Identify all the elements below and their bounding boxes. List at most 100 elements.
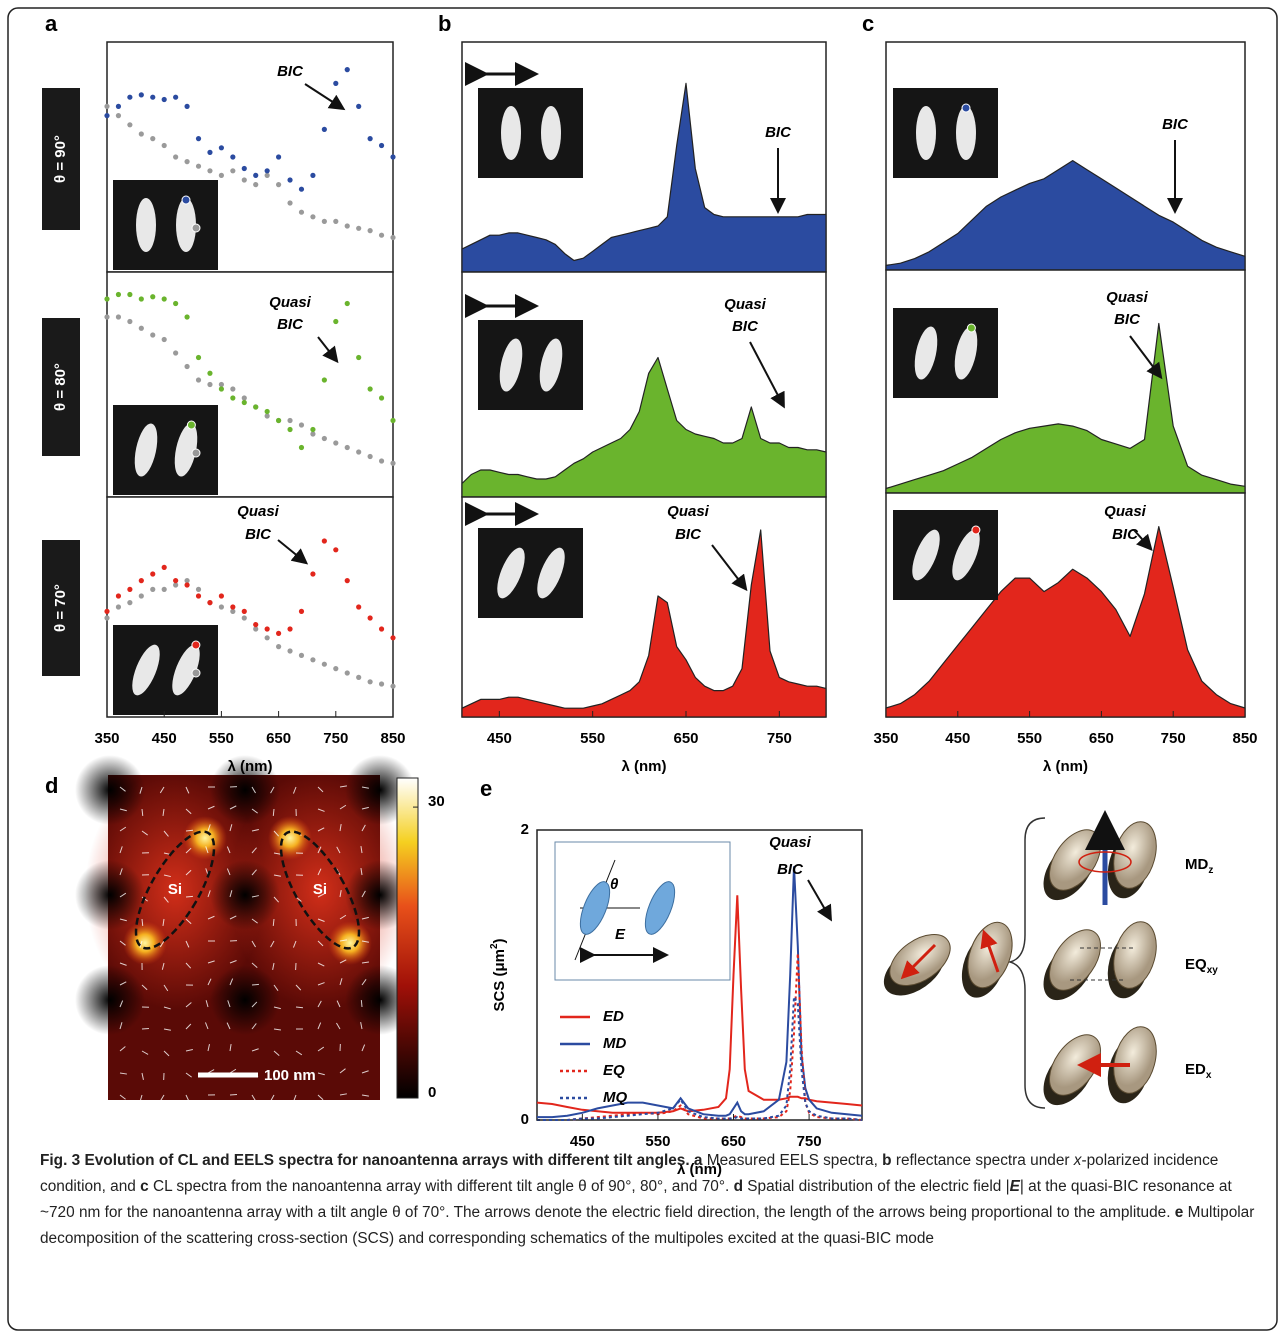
data-point [298,444,305,451]
panel-letter: c [862,11,874,36]
field-arrow [119,940,126,946]
field-arrow [119,918,127,922]
x-tick-label: 650 [673,730,698,747]
data-point [253,626,259,632]
data-point [321,661,327,667]
data-point [356,449,362,455]
data-point [150,136,156,142]
probe-dot [186,420,196,430]
data-point [138,593,144,599]
data-point [378,626,385,632]
data-point [195,593,202,599]
data-point [321,538,327,544]
field-arrow [185,1002,192,1008]
area [461,356,827,498]
pellet-top [1113,1026,1157,1094]
data-point [104,615,110,621]
nanoantenna [172,644,200,696]
data-point [390,635,396,641]
nanoantenna [539,338,563,392]
data-point [333,440,339,446]
field-arrow [317,1000,322,1008]
field-arrow [139,786,143,794]
data-point [127,94,133,100]
field-arrow [272,962,275,970]
field-dark [210,755,280,825]
data-point [138,92,144,98]
annotation: Quasi [667,503,710,520]
y-tick-label: 0 [521,1111,529,1128]
nanoantenna [952,529,980,581]
field-dark [210,965,280,1035]
field-arrow [185,895,194,898]
field-arrow [185,847,192,854]
field-arrow [226,868,231,876]
probe-dot [966,323,976,333]
inset-image [113,180,218,270]
area [885,526,1246,718]
si-label: Si [313,881,327,898]
data-point [298,608,305,615]
area [461,529,827,718]
field-arrow [119,808,127,812]
field-arrow [251,829,259,832]
row-label: θ = 70° [52,584,69,632]
field-arrow [317,918,325,922]
inset-image [478,88,583,178]
caption-text: x [1073,1152,1082,1169]
field-arrow [361,916,369,920]
line [537,993,863,1121]
field-arrow [270,786,275,794]
data-point [104,314,110,320]
data-point [344,223,350,229]
data-point [195,354,202,361]
data-point [161,142,167,149]
data-point [218,381,224,388]
field-arrow [185,869,192,876]
data-point [150,332,156,338]
data-point [264,635,270,641]
inset-image [893,510,998,600]
inset-image [113,405,218,495]
field-arrow [339,824,342,832]
field-arrow [360,846,363,854]
x-tick-label: 750 [323,730,348,747]
data-point [115,113,122,119]
data-point [356,103,362,109]
field-arrow [162,918,165,926]
data-point [333,666,339,672]
si-outline [279,830,361,950]
field-arrow [141,808,144,817]
field-arrow [317,827,325,832]
field-arrow [317,868,322,876]
data-point [298,186,305,192]
field-arrow [119,846,123,854]
field-arrow [229,960,237,964]
annotation: BIC [1162,116,1189,133]
field-arrow [185,1094,190,1102]
nanoantenna [497,547,525,599]
data-point [298,422,305,428]
field-arrow [159,786,165,794]
data-point [115,103,122,109]
data-point [378,681,385,687]
field-arrow [119,868,123,876]
data-point [390,234,396,241]
field-arrow [119,786,126,792]
row-label-box [42,88,80,230]
data-point [150,586,156,593]
field-arrow [141,830,148,836]
data-point [195,163,202,169]
data-point [344,670,350,676]
data-point [276,417,282,424]
probe-dot [191,448,201,458]
data-point [367,453,373,460]
data-point [138,131,144,137]
annotation: Quasi [1104,503,1147,520]
x-tick-label: 350 [94,730,119,747]
data-point [310,657,316,663]
panel-letter: e [480,776,492,801]
x-tick-label: 550 [645,1133,670,1150]
x-tick-label: 750 [767,730,792,747]
y-axis-label-part: 2 [489,943,500,949]
